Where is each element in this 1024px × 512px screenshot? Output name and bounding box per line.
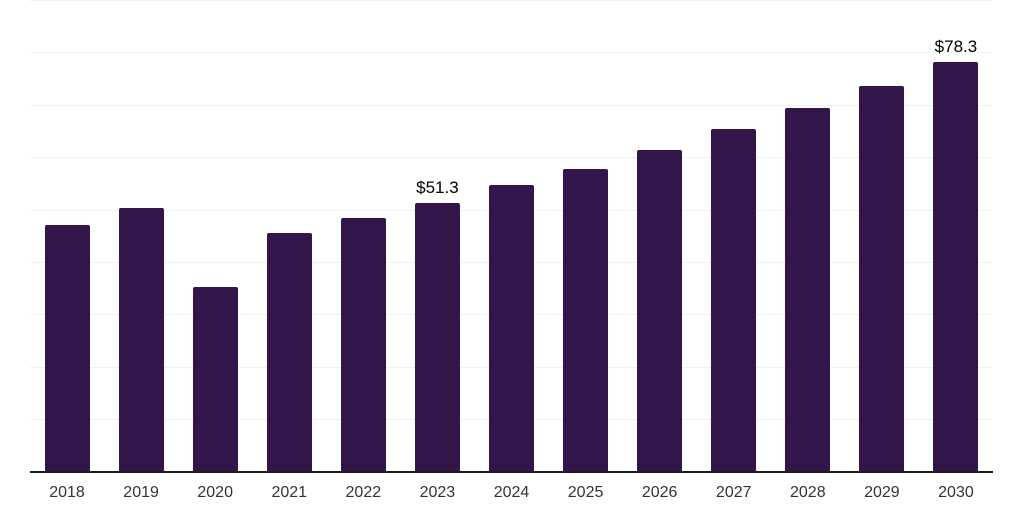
- x-axis-label-2023: 2023: [419, 484, 456, 501]
- x-axis-label-2021: 2021: [271, 484, 308, 501]
- x-axis-label-2030: 2030: [938, 484, 974, 501]
- x-axis-label-2018: 2018: [49, 484, 85, 501]
- bar-2024[interactable]: [489, 184, 534, 472]
- bar-value-label-2023: $51.3: [416, 178, 459, 198]
- gridline: [30, 0, 993, 1]
- x-axis-label-2022: 2022: [345, 484, 382, 501]
- x-axis-label-2024: 2024: [493, 484, 530, 501]
- gridline: [30, 104, 993, 106]
- x-axis-label-2020: 2020: [197, 484, 233, 501]
- gridline: [30, 157, 993, 159]
- x-axis-label-2028: 2028: [790, 484, 826, 501]
- bar-2025[interactable]: [563, 168, 609, 472]
- bar-2027[interactable]: [711, 128, 757, 472]
- bar-2019[interactable]: [118, 207, 164, 472]
- bar-2028[interactable]: [785, 108, 831, 472]
- bar-2026[interactable]: [637, 150, 683, 472]
- bar-value-label-2030: $78.3: [934, 36, 978, 56]
- x-axis-label-2026: 2026: [641, 484, 678, 501]
- bar-2020[interactable]: [192, 286, 238, 472]
- x-axis-label-2029: 2029: [864, 484, 900, 501]
- bar-2022[interactable]: [340, 217, 386, 472]
- x-axis-label-2019: 2019: [123, 484, 159, 501]
- x-axis-line: [30, 471, 993, 473]
- bar-2021[interactable]: [266, 233, 312, 472]
- gridline: [30, 52, 993, 54]
- bar-2018[interactable]: [44, 224, 90, 472]
- x-axis-label-2025: 2025: [567, 484, 604, 501]
- bar-2030[interactable]: [933, 61, 979, 472]
- bar-2029[interactable]: [859, 86, 905, 472]
- bar-2023[interactable]: [414, 203, 460, 472]
- x-axis-label-2027: 2027: [715, 484, 752, 501]
